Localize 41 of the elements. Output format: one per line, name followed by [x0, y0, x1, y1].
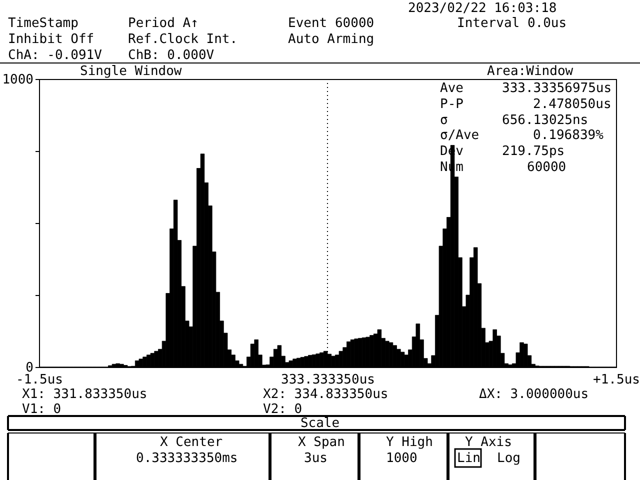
- text: ChA: -0.091V: [8, 48, 102, 63]
- text: Area:Window: [487, 64, 574, 79]
- text: ΔX: 3.000000us: [479, 387, 589, 402]
- x-tick-label: +1.5us: [593, 372, 640, 388]
- annotation: 219.75ps: [502, 144, 565, 159]
- x-tick-label: -1.5us: [16, 372, 63, 388]
- text: 0.333333350ms: [136, 451, 238, 466]
- text: ChB: 0.000V: [128, 48, 214, 63]
- text: X Span: [298, 435, 345, 450]
- text: Lin: [457, 451, 480, 466]
- annotation: 2.478050us: [533, 97, 612, 112]
- text: Period A↑: [128, 16, 198, 31]
- text: Auto Arming: [288, 32, 374, 47]
- annotation: 333.33356975us: [502, 81, 612, 96]
- text: 2023/02/22 16:03:18: [408, 1, 557, 16]
- text: 1000: [386, 451, 418, 466]
- text: Scale: [300, 416, 340, 431]
- annotation: σ/Ave: [440, 128, 480, 143]
- text: 3us: [304, 451, 328, 466]
- text: Y High: [386, 435, 433, 450]
- text: X2: 334.833350us: [263, 387, 388, 402]
- text: Interval 0.0us: [457, 16, 567, 31]
- y-tick-label: 0: [26, 360, 34, 376]
- text: Single Window: [80, 64, 182, 79]
- text: Inhibit Off: [8, 32, 94, 47]
- annotation: 656.13025ns: [502, 113, 588, 128]
- text: TimeStamp: [8, 16, 79, 31]
- x-axis-title: 333.333350us: [281, 372, 375, 388]
- text: Log: [497, 451, 520, 466]
- text: Y Axis: [465, 435, 512, 450]
- annotation: 60000: [527, 160, 566, 175]
- annotation: P-P: [440, 97, 464, 112]
- text: X1: 331.833350us: [22, 387, 148, 402]
- text: V1: 0: [22, 402, 62, 417]
- text: V2: 0: [263, 402, 302, 417]
- text: Event 60000: [288, 16, 374, 31]
- annotation: 0.196839%: [533, 128, 604, 143]
- text: Ref.Clock Int.: [128, 32, 238, 47]
- annotation: Ave: [440, 81, 464, 96]
- text: X Center: [160, 435, 223, 450]
- annotation: σ: [440, 113, 448, 128]
